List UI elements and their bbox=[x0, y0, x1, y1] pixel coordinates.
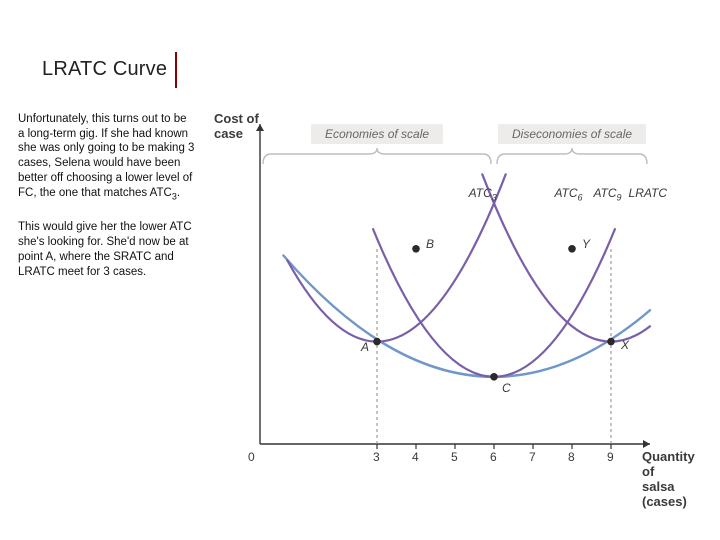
curve-atc6 bbox=[373, 229, 615, 377]
paragraph-1-end: . bbox=[177, 187, 180, 199]
x-tick-label: 8 bbox=[568, 450, 575, 464]
point-label-B: B bbox=[426, 237, 434, 251]
chart-svg bbox=[210, 102, 710, 482]
point-label-Y: Y bbox=[582, 237, 590, 251]
point-A bbox=[373, 338, 381, 346]
curve-label-lratc: LRATC bbox=[629, 186, 667, 200]
x-tick-label: 7 bbox=[529, 450, 536, 464]
title-divider bbox=[175, 52, 177, 88]
x-axis-arrow bbox=[643, 440, 650, 448]
point-label-X: X bbox=[621, 338, 629, 352]
x-tick-label: 6 bbox=[490, 450, 497, 464]
region-label-diseconomies: Diseconomies of scale bbox=[498, 124, 646, 144]
x-axis-label: Quantity ofsalsa (cases) bbox=[642, 450, 710, 510]
point-Y bbox=[568, 245, 576, 253]
page-title: LRATC Curve bbox=[42, 58, 167, 81]
title-wrap: LRATC Curve bbox=[42, 58, 167, 81]
region-bracket bbox=[497, 148, 647, 164]
point-B bbox=[412, 245, 420, 253]
region-bracket bbox=[263, 148, 491, 164]
slide: LRATC Curve Unfortunately, this turns ou… bbox=[0, 0, 720, 540]
x-tick-label: 5 bbox=[451, 450, 458, 464]
paragraph-1: Unfortunately, this turns out to be a lo… bbox=[18, 112, 196, 202]
paragraph-2: This would give her the lower ATC she's … bbox=[18, 220, 196, 279]
curve-label-atc6: ATC6 bbox=[554, 186, 582, 202]
point-C bbox=[490, 373, 498, 381]
left-column: Unfortunately, this turns out to be a lo… bbox=[18, 112, 196, 297]
y-axis-label: Cost ofcase bbox=[214, 112, 259, 142]
region-label-economies: Economies of scale bbox=[311, 124, 443, 144]
origin-label: 0 bbox=[248, 450, 255, 464]
point-label-C: C bbox=[502, 381, 511, 395]
curve-label-atc9: ATC9 bbox=[593, 186, 621, 202]
x-tick-label: 9 bbox=[607, 450, 614, 464]
paragraph-1-text: Unfortunately, this turns out to be a lo… bbox=[18, 113, 194, 199]
point-X bbox=[607, 338, 615, 346]
point-label-A: A bbox=[361, 340, 369, 354]
curve-label-atc3: ATC3 bbox=[469, 186, 497, 202]
x-tick-label: 4 bbox=[412, 450, 419, 464]
x-tick-label: 3 bbox=[373, 450, 380, 464]
lratc-chart: Cost ofcaseQuantity ofsalsa (cases)03456… bbox=[210, 102, 710, 482]
